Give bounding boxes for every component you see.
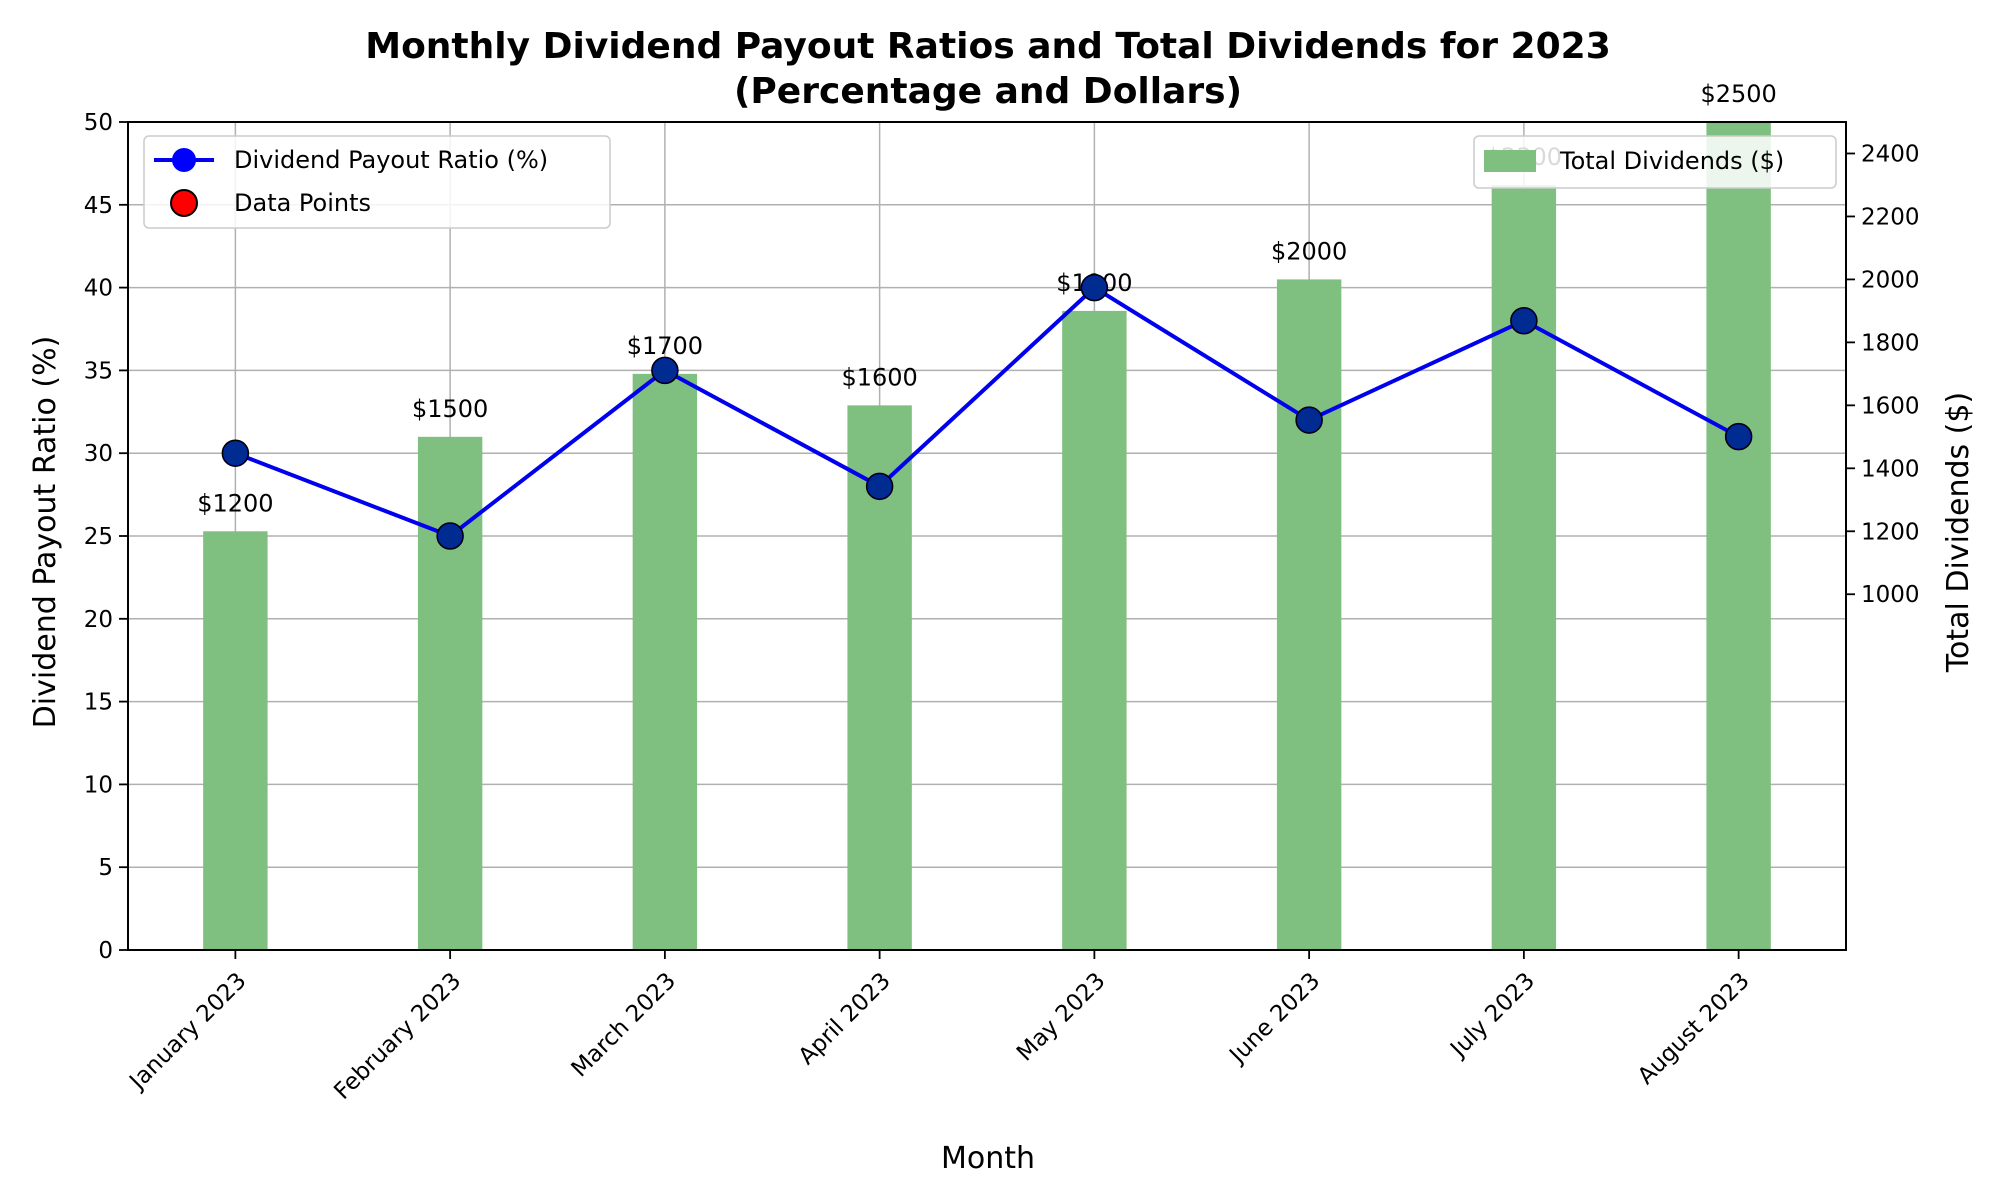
y2-tick-label: 1600 bbox=[1861, 393, 1920, 419]
legend-right: Total Dividends ($) bbox=[1473, 135, 1837, 189]
data-point-overlay bbox=[1511, 308, 1536, 333]
x-tick-label: January 2023 bbox=[124, 968, 252, 1096]
y2-tick-label: 1200 bbox=[1861, 519, 1920, 545]
bar bbox=[417, 436, 483, 951]
y2-tick-label: 1400 bbox=[1861, 456, 1920, 482]
legend-bar-swatch bbox=[1484, 150, 1536, 172]
y-tick-label: 35 bbox=[84, 358, 113, 384]
bar-data-label: $1600 bbox=[841, 363, 917, 391]
y2-tick-label: 2400 bbox=[1861, 141, 1920, 167]
x-tick-label: August 2023 bbox=[1633, 968, 1755, 1090]
grid-lines bbox=[128, 121, 1846, 951]
data-point-overlay bbox=[652, 358, 677, 383]
y-tick-label: 45 bbox=[84, 193, 113, 219]
y2-tick-label: 1000 bbox=[1861, 582, 1920, 608]
y2-tick-label: 2200 bbox=[1861, 204, 1920, 230]
bar bbox=[1276, 279, 1342, 951]
bar-data-label: $2000 bbox=[1271, 237, 1347, 265]
line-series bbox=[221, 273, 1753, 550]
chart-subtitle: (Percentage and Dollars) bbox=[734, 71, 1242, 112]
legend-scatter-marker bbox=[170, 189, 198, 217]
bar-data-label: $1700 bbox=[627, 332, 703, 360]
y-tick-label: 25 bbox=[84, 524, 113, 550]
y-tick-label: 15 bbox=[84, 690, 113, 716]
x-axis-label: Month bbox=[941, 1141, 1035, 1176]
bar bbox=[1062, 310, 1127, 950]
data-point-overlay bbox=[1082, 275, 1107, 300]
bar bbox=[632, 373, 698, 950]
y-tick-label: 10 bbox=[84, 772, 113, 798]
x-tick-label: June 2023 bbox=[1224, 968, 1326, 1070]
y2-tick-label: 2000 bbox=[1861, 267, 1920, 293]
data-point-overlay bbox=[867, 474, 892, 499]
bar-data-label: $1500 bbox=[412, 395, 488, 423]
y-tick-label: 5 bbox=[98, 855, 113, 881]
legend-left: Dividend Payout Ratio (%) Data Points bbox=[143, 135, 611, 229]
bar-data-label: $2500 bbox=[1700, 80, 1776, 108]
y-tick-label: 20 bbox=[84, 607, 113, 633]
legend-line-label: Dividend Payout Ratio (%) bbox=[234, 146, 548, 174]
bar bbox=[203, 531, 268, 950]
data-point-overlay bbox=[1726, 424, 1751, 449]
x-tick-label: April 2023 bbox=[794, 968, 896, 1070]
bar-data-label: $1200 bbox=[197, 489, 273, 517]
legend-scatter-label: Data Points bbox=[234, 189, 371, 217]
y2-axis-label: Total Dividends ($) bbox=[1941, 392, 1976, 673]
x-tick-label: July 2023 bbox=[1445, 968, 1541, 1064]
bar bbox=[1706, 122, 1771, 950]
y-tick-label: 40 bbox=[84, 276, 113, 302]
x-tick-label: March 2023 bbox=[567, 968, 682, 1083]
bar-series bbox=[203, 122, 1771, 951]
legend-bar-label: Total Dividends ($) bbox=[1559, 147, 1784, 175]
y-axis-label: Dividend Payout Ratio (%) bbox=[28, 336, 63, 729]
y-tick-label: 30 bbox=[84, 441, 113, 467]
line-path bbox=[234, 285, 1740, 538]
data-point-overlay bbox=[1297, 408, 1322, 433]
data-point-overlay bbox=[223, 441, 248, 466]
y-tick-label: 50 bbox=[84, 110, 113, 136]
y2-tick-label: 1800 bbox=[1861, 330, 1920, 356]
bar bbox=[1491, 184, 1557, 951]
legend-line-marker bbox=[172, 148, 196, 172]
x-tick-label: May 2023 bbox=[1012, 968, 1111, 1067]
y-tick-label: 0 bbox=[98, 938, 113, 964]
axes: 0 5 10 15 20 25 30 35 40 45 50 1000 1200 1400 1600 1800… bbox=[84, 110, 1920, 1105]
data-point-overlay bbox=[438, 524, 463, 548]
x-tick-label: February 2023 bbox=[329, 968, 466, 1105]
chart-title: Monthly Dividend Payout Ratios and Total… bbox=[365, 26, 1611, 67]
